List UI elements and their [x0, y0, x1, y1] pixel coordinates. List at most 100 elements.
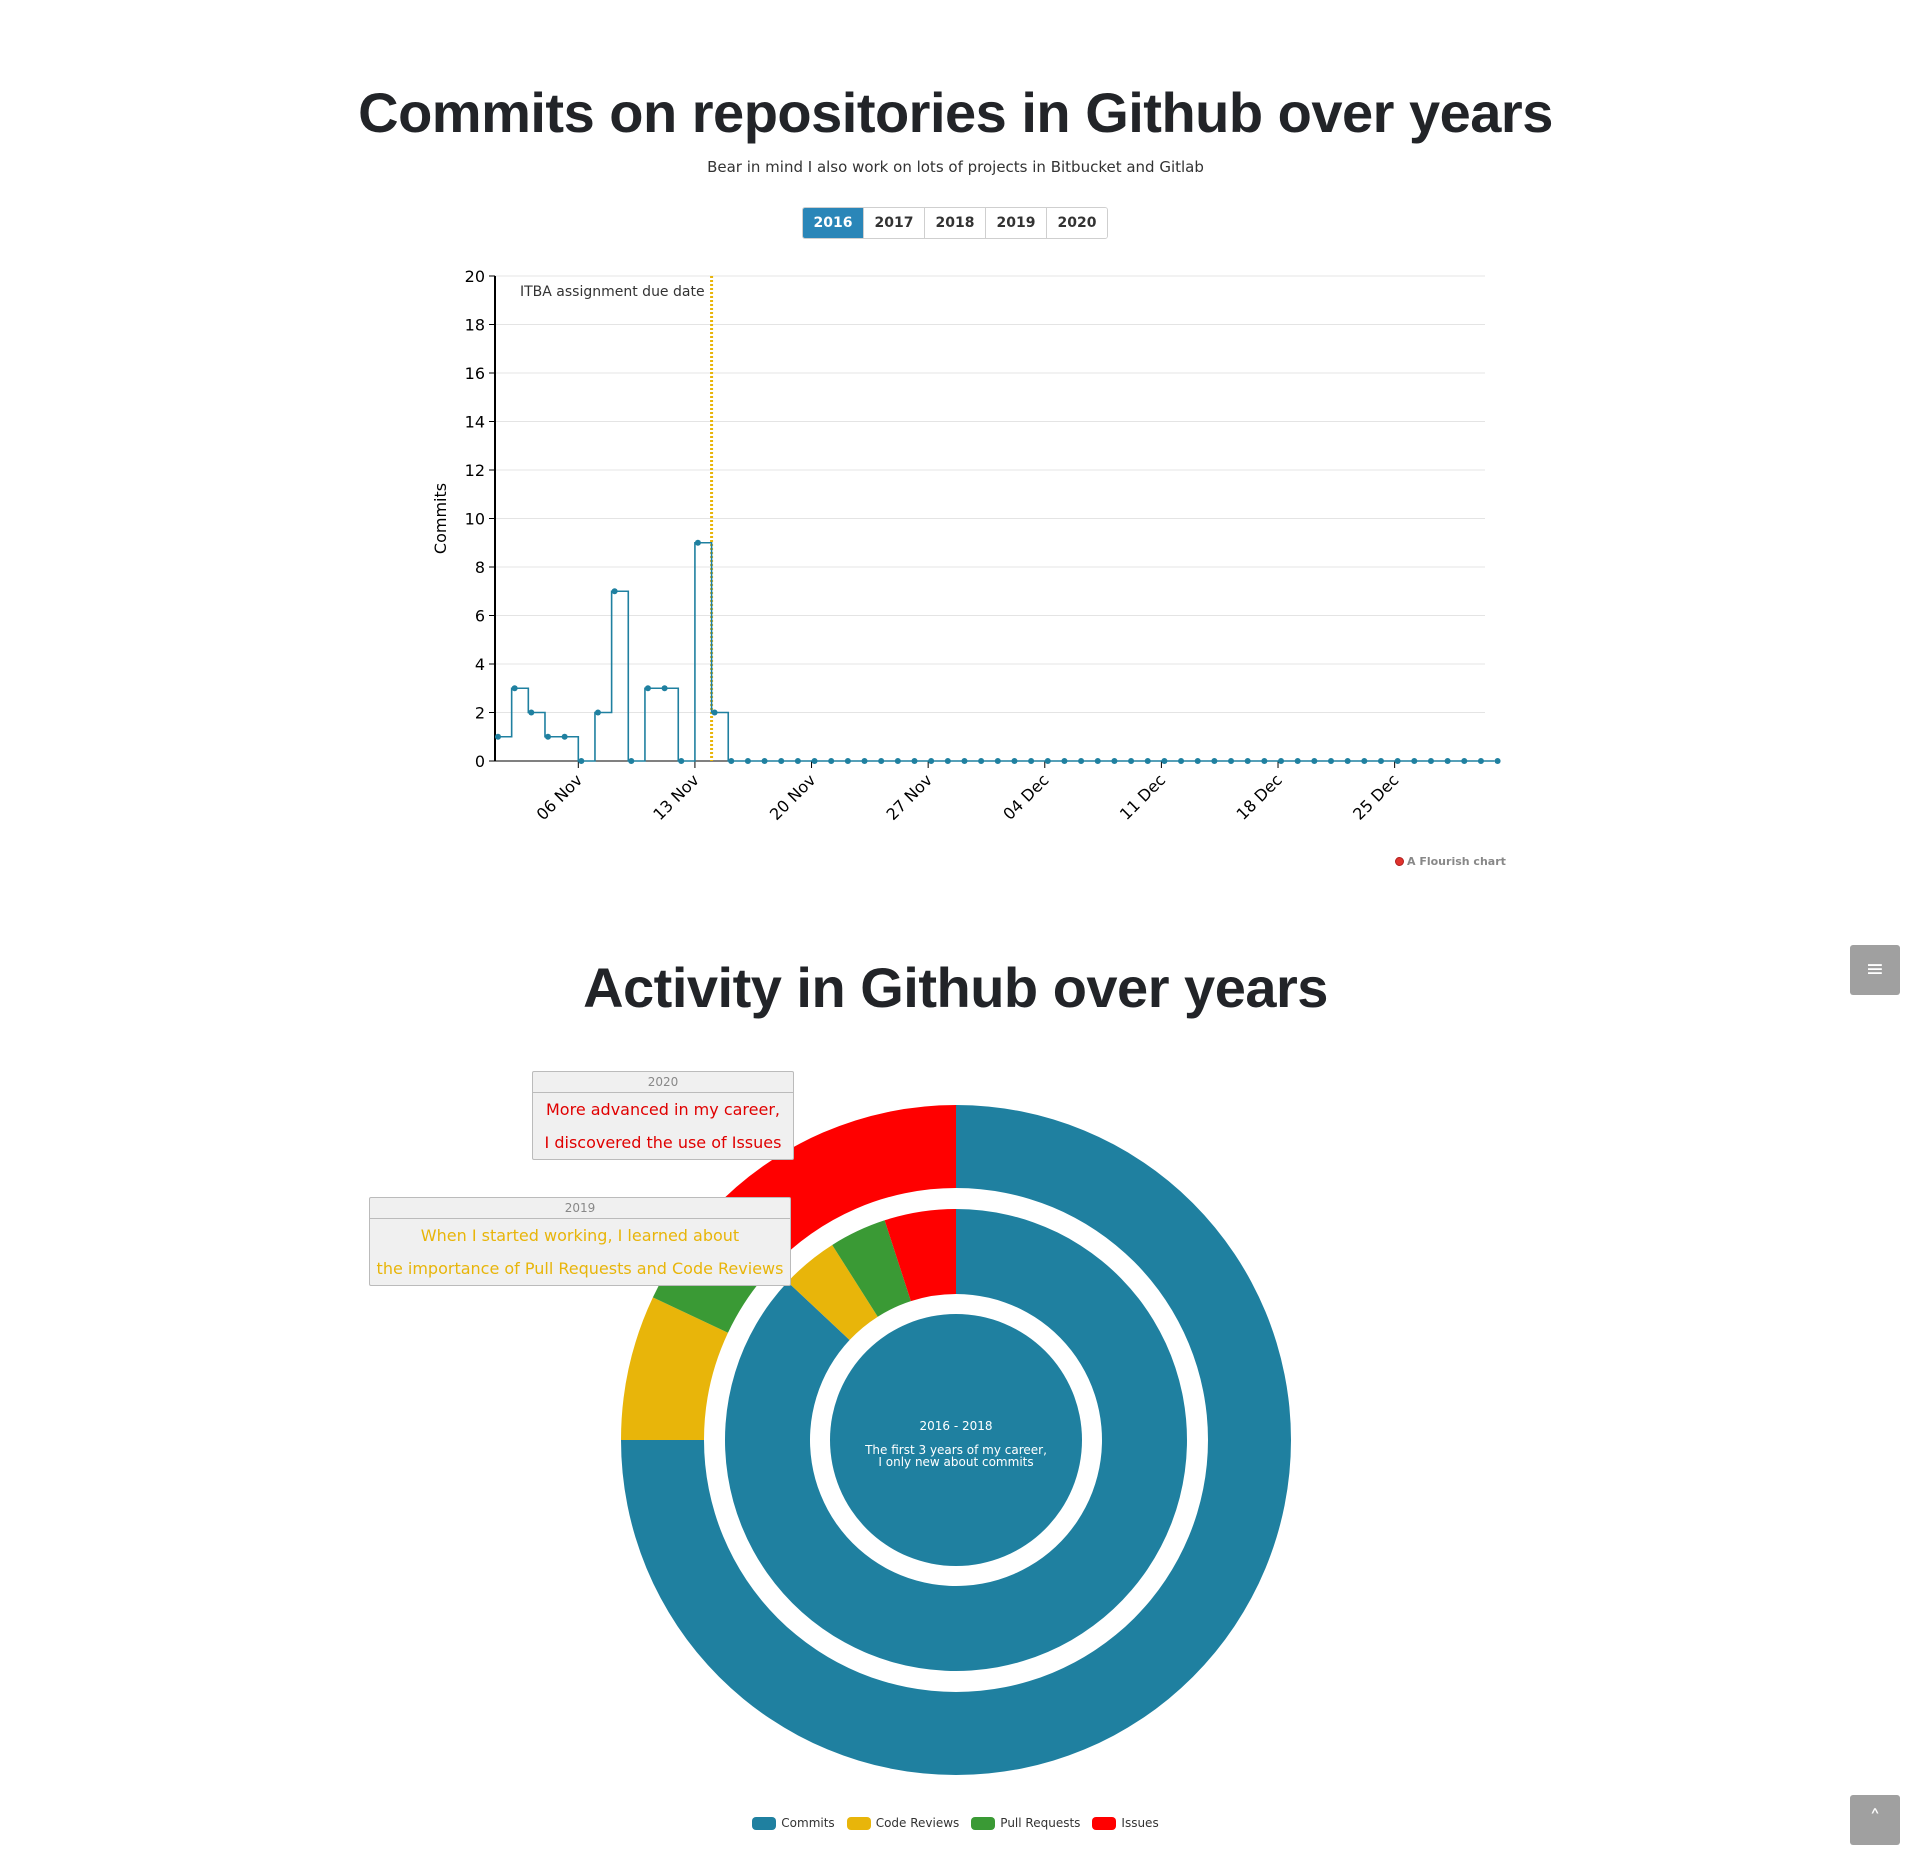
- data-point: [1211, 758, 1218, 764]
- menu-icon: ≡: [1865, 957, 1885, 982]
- data-point: [878, 758, 885, 764]
- donut-slice-commits: [725, 1209, 1187, 1672]
- data-point: [1144, 758, 1151, 764]
- menu-button[interactable]: ≡: [1850, 945, 1900, 995]
- data-point: [1094, 758, 1101, 764]
- data-point: [1444, 758, 1451, 764]
- data-point: [1344, 758, 1351, 764]
- data-point: [1294, 758, 1301, 764]
- donut-slice-pull-requests: [832, 1220, 911, 1317]
- legend-item-pull-requests[interactable]: Pull Requests: [971, 1816, 1080, 1830]
- tab-2017[interactable]: 2017: [863, 208, 924, 238]
- y-tick-label: 20: [465, 267, 485, 286]
- center-line-1: The first 3 years of my career,: [864, 1443, 1047, 1457]
- legend-label: Pull Requests: [1000, 1816, 1081, 1830]
- scroll-top-button[interactable]: ˄: [1850, 1795, 1900, 1845]
- tab-2020[interactable]: 2020: [1046, 208, 1107, 238]
- data-point: [761, 758, 768, 764]
- callout-2019-line-2: the importance of Pull Requests and Code…: [376, 1259, 784, 1278]
- legend-swatch: [846, 1816, 871, 1830]
- data-point: [978, 758, 985, 764]
- legend-item-code-reviews[interactable]: Code Reviews: [846, 1816, 960, 1830]
- callout-2019-title: 2019: [370, 1198, 790, 1219]
- chart-subtitle: Bear in mind I also work on lots of proj…: [707, 158, 1204, 176]
- y-tick-label: 12: [465, 461, 485, 480]
- callout-2020-line-1: More advanced in my career,: [546, 1100, 780, 1119]
- legend-label: Commits: [781, 1816, 835, 1830]
- data-point: [911, 758, 918, 764]
- data-point: [744, 758, 751, 764]
- data-point: [544, 733, 551, 740]
- data-point: [778, 758, 785, 764]
- data-point: [578, 758, 585, 764]
- data-point: [678, 758, 685, 764]
- donut-slice-commits: [830, 1314, 1082, 1566]
- data-point: [1028, 758, 1035, 764]
- y-tick-label: 2: [475, 704, 485, 723]
- callout-2020: 2020 More advanced in my career, I disco…: [532, 1071, 794, 1160]
- legend-label: Issues: [1121, 1816, 1159, 1830]
- data-point: [794, 758, 801, 764]
- data-point: [561, 733, 568, 740]
- tab-2019[interactable]: 2019: [985, 208, 1046, 238]
- legend-label: Code Reviews: [875, 1816, 960, 1830]
- y-tick-label: 0: [475, 752, 485, 771]
- center-title: 2016 - 2018: [919, 1419, 992, 1433]
- legend-swatch: [1092, 1816, 1117, 1830]
- data-point: [1477, 758, 1484, 764]
- y-tick-label: 6: [475, 607, 485, 626]
- data-point: [644, 685, 651, 692]
- data-point: [1394, 758, 1401, 764]
- activity-title: Activity in Github over years: [583, 956, 1328, 1019]
- tab-2016[interactable]: 2016: [803, 208, 863, 238]
- data-point: [628, 758, 635, 764]
- annotation-label: ITBA assignment due date: [520, 284, 705, 300]
- y-tick-label: 4: [475, 655, 485, 674]
- flourish-logo-icon: [1395, 857, 1404, 866]
- data-point: [1178, 758, 1185, 764]
- y-axis-label: Commits: [431, 483, 450, 554]
- data-point: [1461, 758, 1468, 764]
- donut-slice-code-reviews: [787, 1244, 878, 1341]
- y-tick-label: 16: [465, 364, 485, 383]
- data-point: [1311, 758, 1318, 764]
- data-point: [1261, 758, 1268, 764]
- y-tick-label: 14: [465, 413, 485, 432]
- data-point: [1411, 758, 1418, 764]
- legend-swatch: [752, 1816, 777, 1830]
- flourish-credit[interactable]: A Flourish chart: [1395, 855, 1506, 868]
- legend-swatch: [971, 1816, 996, 1830]
- data-point: [1161, 758, 1168, 764]
- data-point: [661, 685, 668, 692]
- data-point: [828, 758, 835, 764]
- data-point: [944, 758, 951, 764]
- legend-item-commits[interactable]: Commits: [752, 1816, 835, 1830]
- data-point: [1128, 758, 1135, 764]
- data-point: [1194, 758, 1201, 764]
- data-point: [1228, 758, 1235, 764]
- donut-slice-issues: [884, 1209, 956, 1302]
- callout-2019: 2019 When I started working, I learned a…: [369, 1197, 791, 1286]
- data-point: [611, 588, 618, 595]
- tab-2018[interactable]: 2018: [924, 208, 985, 238]
- data-point: [1278, 758, 1285, 764]
- data-point: [1244, 758, 1251, 764]
- data-point: [811, 758, 818, 764]
- callout-2019-line-1: When I started working, I learned about: [420, 1226, 740, 1245]
- data-point: [1061, 758, 1068, 764]
- chart-title: Commits on repositories in Github over y…: [358, 81, 1553, 144]
- y-tick-label: 10: [465, 510, 485, 529]
- data-point: [495, 733, 501, 740]
- data-point: [894, 758, 901, 764]
- legend-item-issues[interactable]: Issues: [1092, 1816, 1159, 1830]
- data-point: [1494, 758, 1501, 764]
- y-tick-label: 18: [465, 316, 485, 335]
- data-point: [928, 758, 935, 764]
- data-point: [961, 758, 968, 764]
- y-tick-label: 8: [475, 558, 485, 577]
- data-point: [528, 709, 535, 716]
- donut-slice-code-reviews: [621, 1297, 728, 1440]
- data-point: [1078, 758, 1085, 764]
